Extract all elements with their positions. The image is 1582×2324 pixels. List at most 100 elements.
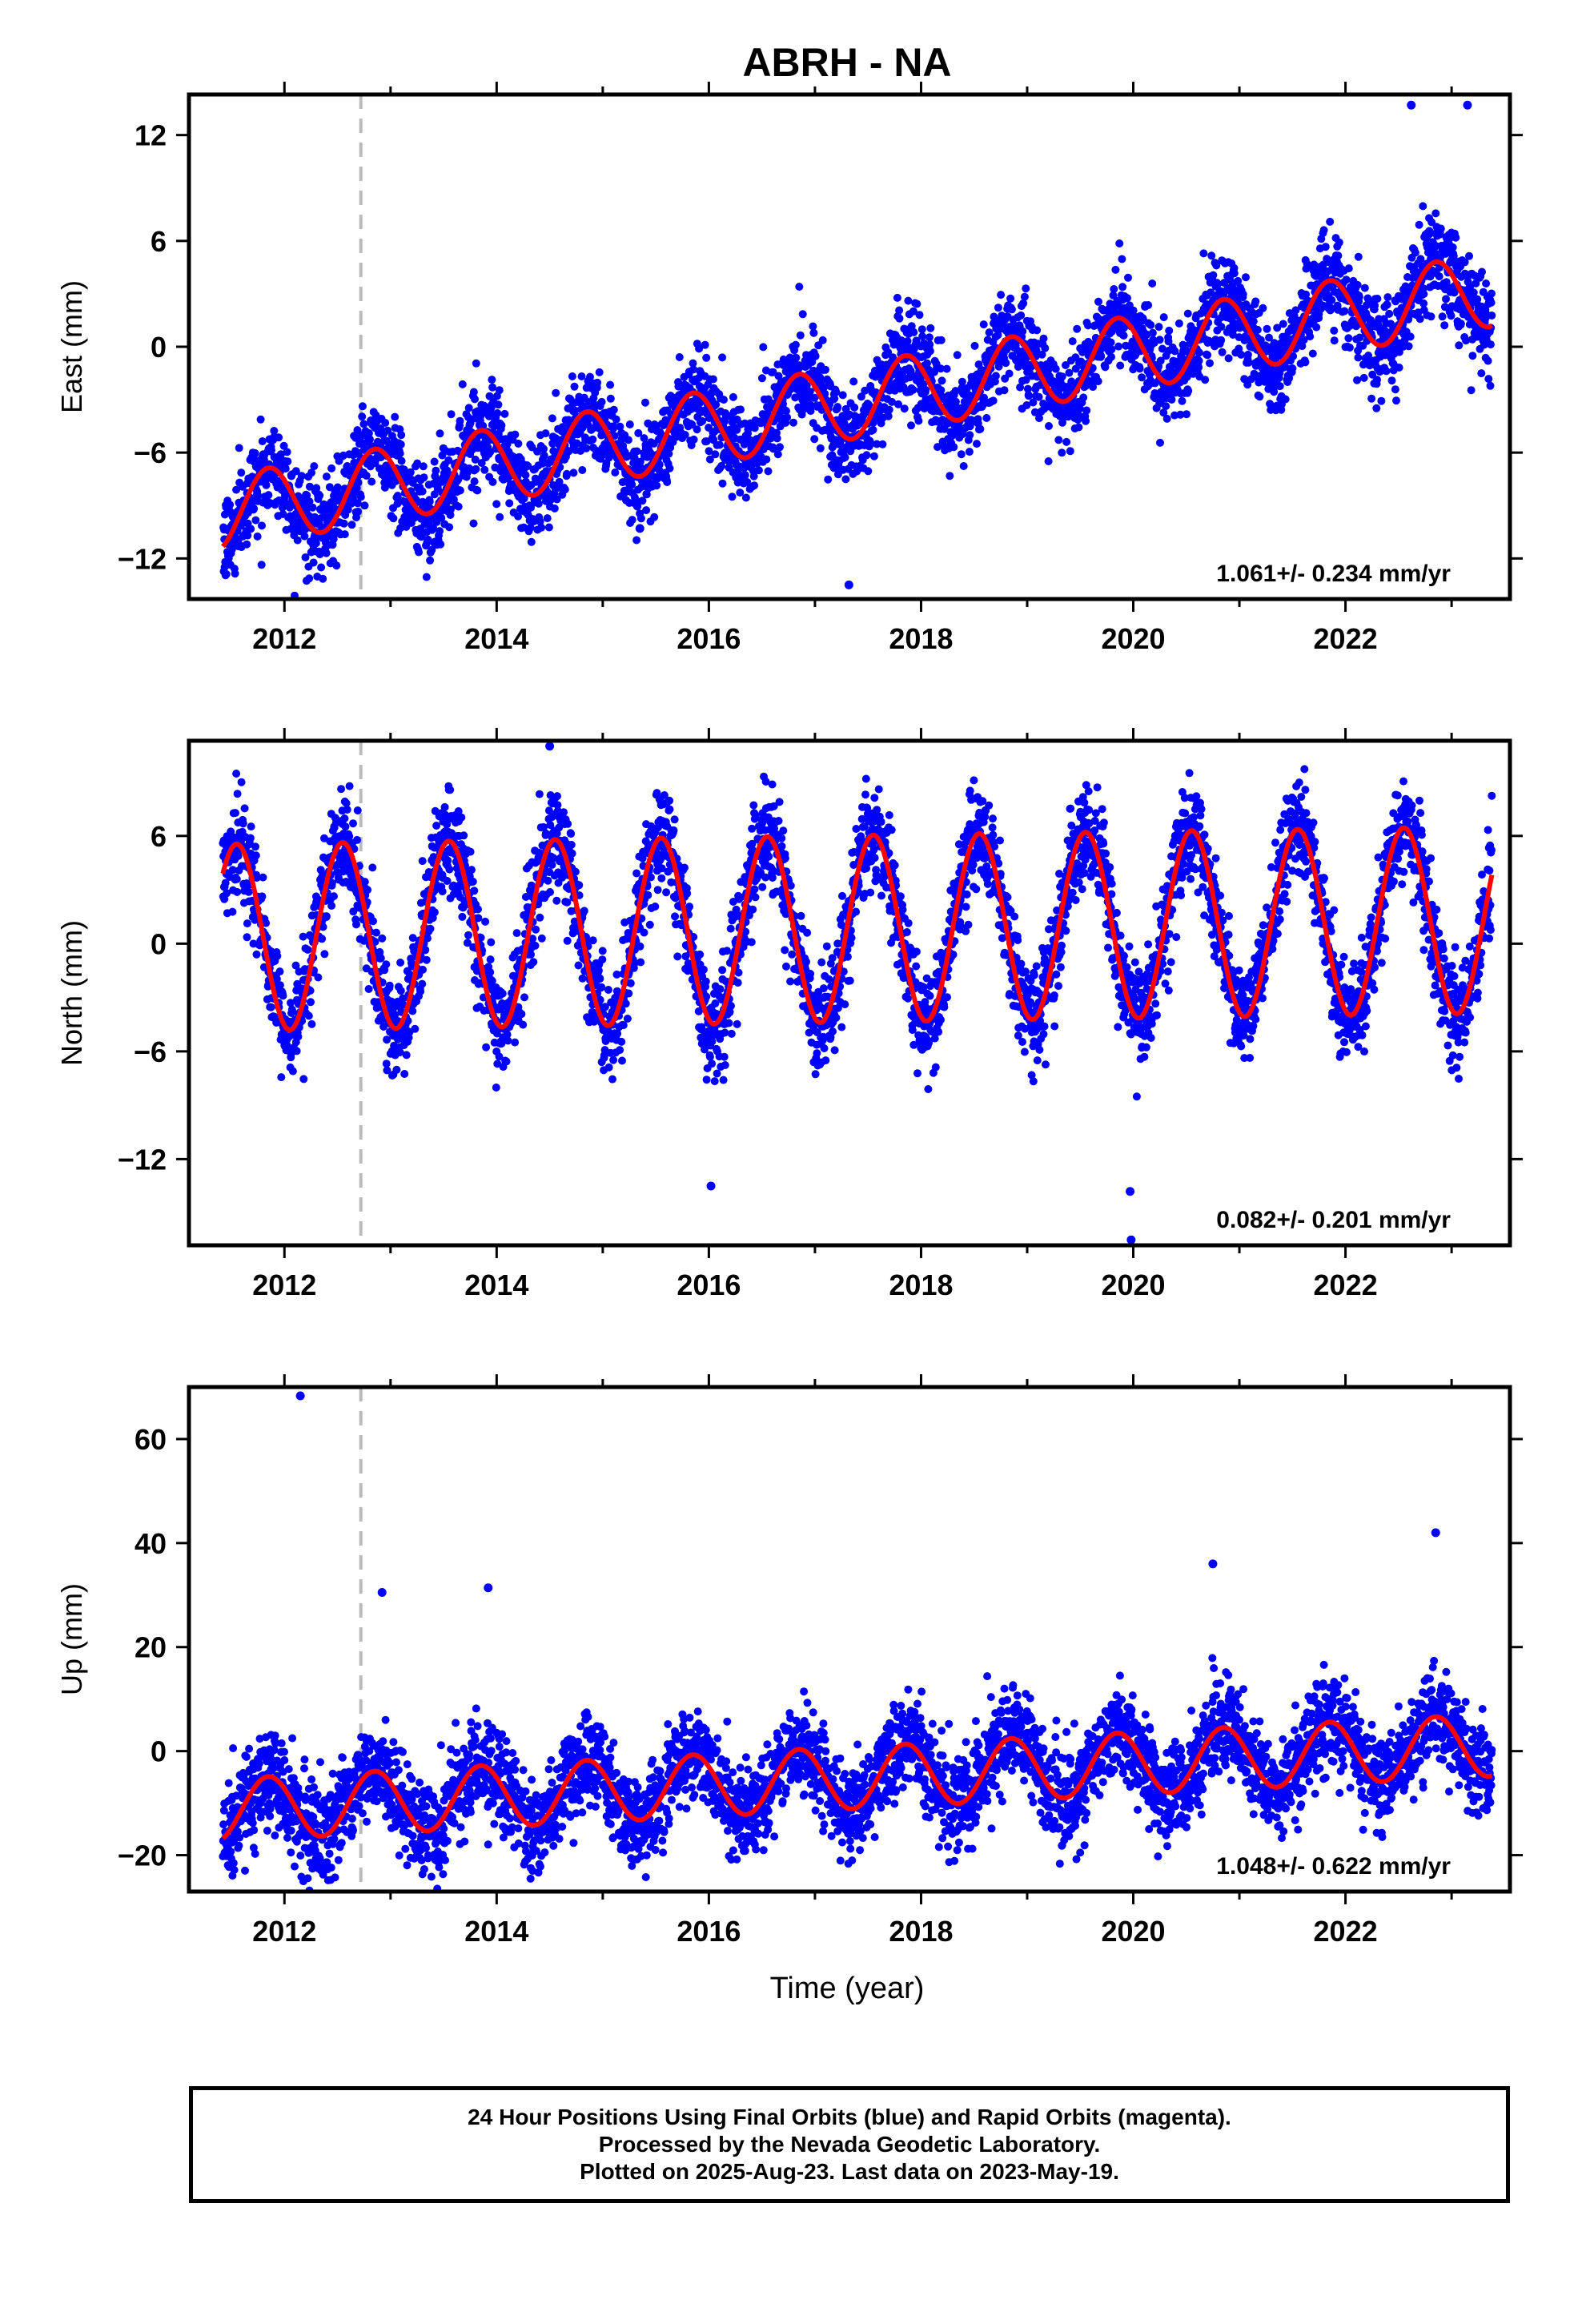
data-point [994, 304, 1002, 312]
data-point [534, 499, 543, 508]
data-point [1253, 325, 1262, 334]
data-point [497, 421, 506, 430]
data-point [1156, 438, 1164, 447]
data-point [376, 954, 385, 963]
data-point [473, 486, 482, 495]
data-point [1242, 273, 1250, 282]
data-point [495, 386, 504, 395]
data-point [287, 999, 295, 1007]
data-point [469, 388, 478, 396]
data-point [1383, 300, 1391, 309]
data-point [311, 539, 320, 548]
data-point [1084, 321, 1092, 330]
data-point [257, 561, 266, 569]
data-point [616, 422, 624, 431]
y-tick-label: 6 [151, 225, 167, 258]
data-point [1022, 376, 1030, 384]
data-point [444, 856, 452, 865]
data-point [1431, 249, 1439, 258]
data-point [514, 512, 523, 521]
data-point [397, 431, 406, 440]
data-point [606, 380, 615, 389]
data-point [1110, 285, 1118, 293]
data-point [850, 403, 859, 412]
data-point [1234, 276, 1243, 285]
data-point [921, 385, 930, 394]
data-point [1111, 265, 1120, 274]
data-point [432, 822, 441, 830]
data-point [1373, 295, 1382, 303]
data-point [256, 415, 265, 424]
data-point [958, 377, 966, 386]
data-point [568, 372, 576, 380]
data-point [1170, 347, 1179, 356]
data-point [665, 449, 673, 458]
data-point [642, 490, 651, 499]
data-point [258, 437, 267, 445]
data-point [808, 357, 817, 366]
data-point [698, 416, 707, 425]
data-point [634, 428, 643, 437]
data-point [937, 336, 946, 344]
data-point [537, 523, 546, 532]
data-point [1465, 251, 1473, 260]
data-point [907, 421, 915, 430]
y-axis-label-east: East (mm) [55, 280, 88, 413]
data-point [1354, 252, 1363, 261]
data-point [322, 912, 331, 921]
data-point [1159, 313, 1168, 322]
data-point [712, 400, 721, 409]
data-point [1321, 243, 1330, 251]
data-point [693, 425, 701, 434]
data-point [330, 892, 338, 901]
data-point [773, 450, 782, 459]
data-point [347, 521, 356, 529]
data-point [389, 514, 398, 523]
data-point [463, 939, 472, 947]
data-point [418, 487, 427, 496]
data-point [912, 336, 921, 345]
data-point [1109, 291, 1118, 300]
data-point [1114, 342, 1123, 351]
data-point [382, 1059, 391, 1068]
data-point [340, 530, 349, 539]
data-point [320, 950, 329, 959]
data-point [1448, 243, 1457, 251]
data-points-east [219, 100, 1496, 599]
data-point [1101, 363, 1110, 372]
data-point [422, 573, 431, 581]
data-point [425, 497, 434, 506]
data-point [1391, 385, 1399, 394]
data-point [841, 453, 849, 462]
data-point [644, 419, 652, 428]
data-point [297, 472, 306, 480]
data-point [375, 947, 384, 956]
data-point [307, 998, 315, 1007]
data-point [477, 459, 486, 468]
data-point [315, 491, 324, 500]
data-point [381, 419, 390, 427]
data-point [675, 353, 684, 361]
data-point [327, 902, 336, 910]
data-point [228, 866, 237, 875]
outlier-point [635, 524, 644, 533]
data-point [327, 464, 336, 472]
data-point [717, 461, 726, 470]
data-point [609, 405, 618, 414]
data-point [493, 409, 502, 417]
data-point [625, 420, 634, 428]
data-point [1062, 437, 1071, 446]
data-point [809, 322, 817, 331]
model-curve-east [221, 259, 1494, 549]
data-point [279, 991, 287, 1000]
data-point [1447, 312, 1456, 320]
data-point [1068, 337, 1077, 346]
data-point [251, 851, 260, 860]
data-point [1344, 334, 1353, 343]
data-point [428, 545, 436, 554]
outlier-point [1407, 100, 1416, 110]
data-point [595, 368, 604, 376]
